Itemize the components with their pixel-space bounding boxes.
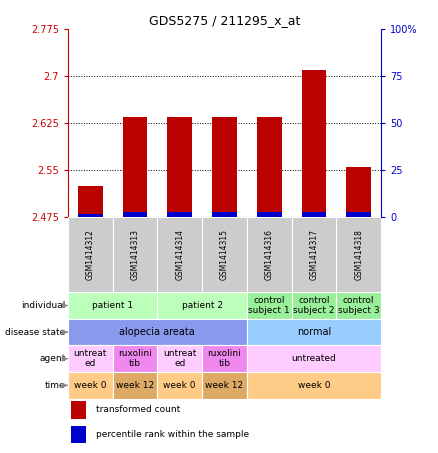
Bar (68, 319, 247, 345)
Text: normal: normal (297, 327, 331, 337)
Bar (202, 217, 247, 292)
Text: GSM1414316: GSM1414316 (265, 229, 274, 280)
Bar (167, 117, 192, 217)
Text: GSM1414312: GSM1414312 (86, 229, 95, 280)
Text: patient 2: patient 2 (182, 301, 223, 310)
Text: GSM1414318: GSM1414318 (354, 229, 363, 280)
Text: untreat
ed: untreat ed (74, 349, 107, 368)
Bar (157, 217, 202, 292)
Bar (257, 212, 282, 217)
Bar (292, 217, 336, 292)
Text: GSM1414314: GSM1414314 (175, 229, 184, 280)
Text: percentile rank within the sample: percentile rank within the sample (96, 430, 249, 439)
Text: GSM1414315: GSM1414315 (220, 229, 229, 280)
Bar (123, 117, 147, 217)
Bar (68, 372, 113, 399)
Title: GDS5275 / 211295_x_at: GDS5275 / 211295_x_at (149, 14, 300, 27)
Bar (202, 372, 247, 399)
Text: ruxolini
tib: ruxolini tib (208, 349, 241, 368)
Bar (113, 372, 157, 399)
Bar (247, 292, 292, 319)
Bar (68, 345, 113, 372)
Bar (157, 345, 202, 372)
Bar (247, 372, 381, 399)
Text: week 0: week 0 (74, 381, 106, 390)
Bar (123, 212, 147, 217)
Text: GSM1414313: GSM1414313 (131, 229, 139, 280)
Bar (113, 217, 157, 292)
Text: patient 1: patient 1 (92, 301, 133, 310)
Text: transformed count: transformed count (96, 405, 180, 414)
Bar (302, 70, 326, 217)
Text: disease state: disease state (5, 328, 66, 337)
Bar (336, 217, 381, 292)
Bar (247, 217, 292, 292)
Text: week 12: week 12 (205, 381, 244, 390)
Bar (78, 186, 102, 217)
Text: control
subject 2: control subject 2 (293, 296, 335, 315)
Text: agent: agent (39, 354, 66, 363)
Bar (78, 214, 102, 217)
Text: week 0: week 0 (163, 381, 196, 390)
Text: GSM1414317: GSM1414317 (310, 229, 318, 280)
Bar (257, 117, 282, 217)
Text: untreat
ed: untreat ed (163, 349, 196, 368)
Text: control
subject 1: control subject 1 (248, 296, 290, 315)
Bar (247, 345, 381, 372)
Text: alopecia areata: alopecia areata (120, 327, 195, 337)
Bar (113, 345, 157, 372)
Text: ruxolini
tib: ruxolini tib (118, 349, 152, 368)
Bar (212, 117, 237, 217)
Text: untreated: untreated (292, 354, 336, 363)
Bar (71, 426, 86, 443)
Bar (68, 292, 157, 319)
Bar (346, 167, 371, 217)
Bar (71, 401, 86, 419)
Bar (247, 319, 381, 345)
Bar (302, 212, 326, 217)
Bar (157, 372, 202, 399)
Bar (212, 212, 237, 217)
Bar (202, 345, 247, 372)
Text: week 0: week 0 (298, 381, 330, 390)
Text: control
subject 3: control subject 3 (338, 296, 379, 315)
Bar (68, 217, 113, 292)
Bar (336, 292, 381, 319)
Bar (157, 292, 247, 319)
Bar (292, 292, 336, 319)
Text: week 12: week 12 (116, 381, 154, 390)
Bar (346, 212, 371, 217)
Text: individual: individual (21, 301, 66, 310)
Text: time: time (45, 381, 66, 390)
Bar (167, 212, 192, 217)
